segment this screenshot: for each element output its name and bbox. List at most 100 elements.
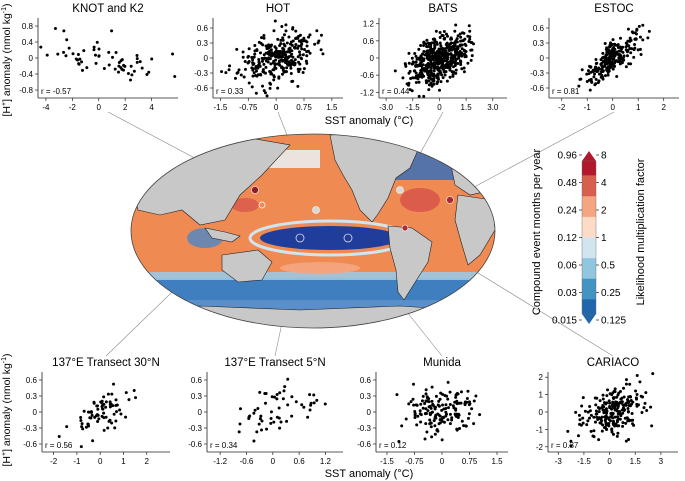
data-point [432,41,436,45]
data-point [589,65,593,69]
data-point [646,36,650,40]
data-point [123,64,127,68]
data-point [130,73,134,77]
panel-title: Munida [423,357,461,369]
data-point [458,32,462,36]
data-point [312,401,316,405]
y-tick-label: 0.3 [191,392,203,401]
data-point [601,408,605,412]
colorbar-right-tick-label: 0.5 [601,261,615,272]
data-point [450,418,454,422]
data-point [260,36,264,40]
data-point [595,415,599,419]
data-point [118,408,122,412]
data-point [452,41,456,45]
data-point [425,69,429,73]
data-point [279,54,283,58]
correlation-label: r = 0.37 [551,441,579,450]
data-point [269,71,273,75]
data-point [290,414,294,418]
data-point [274,58,278,62]
y-tick-label: -0.4 [19,70,33,79]
data-point [454,48,458,52]
data-point [452,406,456,410]
data-point [647,29,651,33]
data-point [649,405,653,409]
data-point [444,43,448,47]
data-point [316,41,320,45]
data-point [287,47,291,51]
data-point [438,52,442,56]
data-point [430,399,434,403]
data-point [452,46,456,50]
data-point [53,26,57,30]
data-point [275,392,279,396]
data-point [641,23,645,27]
data-point [434,394,438,398]
data-point [258,51,262,55]
data-point [410,62,414,66]
data-point [424,392,428,396]
colorbar-left-tick-label: 0.96 [558,151,578,162]
data-point [416,77,420,81]
data-point [299,39,303,43]
data-point [304,39,308,43]
data-point [450,70,454,74]
data-point [611,391,615,395]
data-point [435,40,439,44]
y-tick-label: -0.6 [188,440,202,449]
data-point [257,422,261,426]
data-point [407,51,411,55]
data-point [82,49,86,53]
data-point [455,427,459,431]
data-point [241,55,245,59]
data-point [628,382,632,386]
data-point [293,58,297,62]
y-tick-label: 0.6 [197,24,209,33]
land-australia [221,249,273,283]
data-point [597,79,601,83]
data-point [634,32,638,36]
data-point [236,70,240,74]
data-point [264,59,268,63]
data-point [460,67,464,71]
x-tick-label: 0.6 [294,457,306,466]
y-tick-label: 0 [367,408,372,417]
data-point [605,394,609,398]
data-point [321,52,325,56]
data-point [100,404,104,408]
data-point [468,29,472,33]
data-point [94,61,98,65]
data-point [605,401,609,405]
data-point [414,71,418,75]
data-point [135,57,139,61]
data-point [442,420,446,424]
data-point [277,54,281,58]
data-point [599,62,603,66]
y-tick-label: 0 [370,54,375,63]
data-point [569,439,573,443]
data-point [410,56,414,60]
data-point [119,412,123,416]
data-point [135,60,139,64]
data-point [90,413,94,417]
data-point [403,62,407,66]
data-point [430,385,434,389]
station-marker-knot-k2 [251,186,259,194]
data-point [439,71,443,75]
data-point [277,406,281,410]
panel-title: 137°E Transect 5°N [224,357,325,369]
data-point [427,57,431,61]
data-point [610,49,614,53]
data-point [269,44,273,48]
data-point [602,401,606,405]
data-point [607,69,611,73]
data-point [276,86,280,90]
data-point [426,396,430,400]
connector-line [449,111,615,201]
data-point [430,83,434,87]
y-tick-label: 0 [540,54,545,63]
data-point [263,392,267,396]
data-point [425,52,429,56]
data-point [252,411,256,415]
